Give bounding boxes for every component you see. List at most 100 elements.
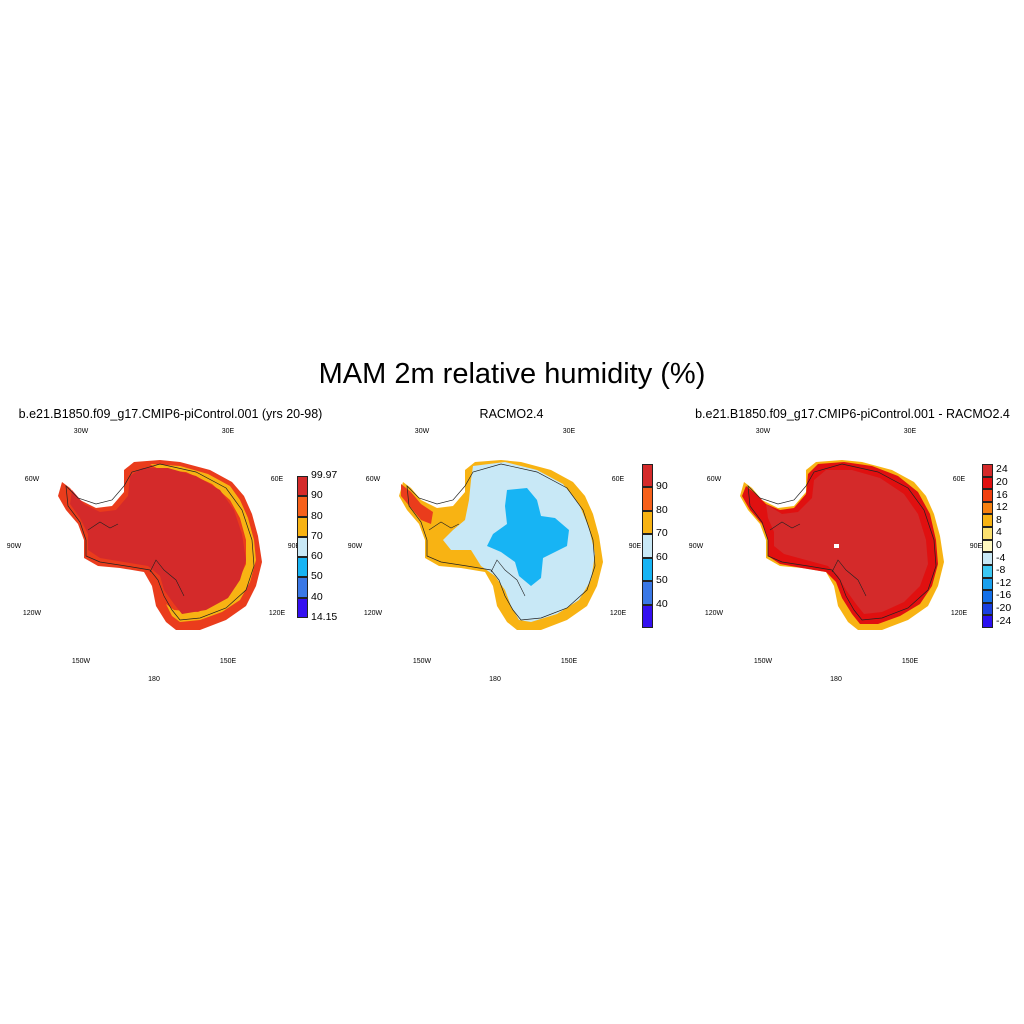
colorbar-segment (982, 577, 993, 591)
colorbar-segment (982, 514, 993, 528)
lon-label-30w: 30W (414, 428, 430, 435)
lon-label-30w: 30W (73, 428, 89, 435)
colorbar-segment (297, 516, 308, 537)
colorbar-label: 16 (996, 488, 1008, 501)
ice-sheet-interior (766, 470, 928, 614)
ice-shelf-line (87, 521, 185, 597)
lon-label-150e: 150E (901, 658, 919, 665)
lon-label-90w: 90W (347, 543, 363, 550)
interior-cyan (487, 488, 569, 586)
colorbar-label: 70 (311, 529, 323, 542)
colorbar-segment (297, 577, 308, 598)
colorbar-label: -16 (996, 589, 1012, 602)
lon-label-120w: 120W (363, 610, 383, 617)
lon-label-150w: 150W (71, 658, 91, 665)
colorbar-label: 60 (656, 550, 668, 563)
figure-title: MAM 2m relative humidity (%) (318, 358, 706, 390)
colorbar-label: 80 (311, 509, 323, 522)
lon-label-120w: 120W (22, 610, 42, 617)
coastline (65, 463, 255, 621)
colorbar-label: 8 (996, 513, 1002, 526)
panel-racmo: RACMO2.4 30W 30E 60W 60E 90W 90E 120W 12… (341, 400, 682, 700)
colorbar-segment (642, 604, 653, 628)
panel-title: RACMO2.4 (479, 407, 544, 421)
colorbar-segment (982, 489, 993, 502)
lon-label-60w: 60W (365, 476, 381, 483)
colorbar-segment (982, 615, 993, 628)
lon-label-60e: 60E (952, 476, 966, 483)
lon-label-30e: 30E (903, 428, 917, 435)
lon-label-60e: 60E (270, 476, 284, 483)
coastline (406, 463, 596, 621)
colorbar-label: 50 (656, 574, 668, 587)
colorbar-segment (297, 597, 308, 618)
lon-label-180: 180 (830, 676, 842, 683)
colorbar-label: 14.15 (311, 611, 338, 623)
coastline (747, 463, 937, 621)
small-white-cell (834, 544, 839, 548)
colorbar-segment (297, 536, 308, 558)
lon-label-60w: 60W (706, 476, 722, 483)
lon-label-120e: 120E (609, 610, 627, 617)
colorbar-label: -8 (996, 564, 1006, 577)
panel-model: b.e21.B1850.f09_g17.CMIP6-piControl.001 … (0, 400, 341, 700)
colorbar-segment (982, 476, 993, 490)
lon-label-90e: 90E (969, 543, 983, 550)
lon-label-180: 180 (489, 676, 501, 683)
colorbar-segment (982, 564, 993, 578)
ice-shelf-line (769, 521, 867, 597)
colorbar-label: 80 (656, 503, 668, 516)
lon-label-150e: 150E (560, 658, 578, 665)
colorbar-label: -20 (996, 602, 1012, 615)
lon-label-90w: 90W (688, 543, 704, 550)
lon-label-30w: 30W (755, 428, 771, 435)
colorbar-segment (642, 581, 653, 605)
colorbar-label: 0 (996, 539, 1002, 551)
colorbar-label: 24 (996, 463, 1008, 476)
panel-title: b.e21.B1850.f09_g17.CMIP6-piControl.001 … (18, 407, 323, 421)
lon-label-30e: 30E (562, 428, 576, 435)
lon-label-60w: 60W (24, 476, 40, 483)
lon-label-150e: 150E (219, 658, 237, 665)
colorbar-label: 60 (311, 550, 323, 563)
colorbar-segment (642, 534, 653, 558)
colorbar-segment (982, 464, 993, 477)
lon-label-90e: 90E (628, 543, 642, 550)
colorbar-segment (297, 557, 308, 578)
lon-label-120w: 120W (704, 610, 724, 617)
colorbar-label: 4 (996, 526, 1002, 539)
colorbar-segment (642, 510, 653, 535)
colorbar-segment (642, 557, 653, 582)
colorbar: 40 50 60 70 80 90 (642, 464, 682, 628)
antarctica-map (58, 460, 262, 630)
lon-label-120e: 120E (268, 610, 286, 617)
ice-shelf-line (428, 521, 526, 597)
lon-label-150w: 150W (412, 658, 432, 665)
colorbar-segment (982, 539, 993, 553)
lon-label-90e: 90E (287, 543, 301, 550)
lon-label-90w: 90W (6, 543, 22, 550)
lon-label-30e: 30E (221, 428, 235, 435)
antarctica-map (740, 460, 944, 630)
colorbar-segment (297, 476, 308, 497)
colorbar-segment (642, 464, 653, 488)
colorbar-label: 70 (656, 527, 668, 540)
antarctica-map (399, 460, 603, 630)
colorbar-label: -24 (996, 614, 1012, 627)
colorbar-label: 12 (996, 501, 1008, 514)
colorbar-segment (982, 602, 993, 616)
lon-label-60e: 60E (611, 476, 625, 483)
colorbar-segment (982, 501, 993, 515)
lon-label-120e: 120E (950, 610, 968, 617)
colorbar-label: -12 (996, 576, 1012, 589)
colorbar-label: 40 (656, 597, 668, 610)
peninsula-red (401, 484, 433, 524)
colorbar-label: -4 (996, 551, 1006, 564)
colorbar-label: 50 (311, 570, 323, 583)
lon-label-180: 180 (148, 676, 160, 683)
colorbar-label: 90 (311, 489, 323, 502)
colorbar-segment (982, 590, 993, 603)
lon-label-150w: 150W (753, 658, 773, 665)
panel-difference: b.e21.B1850.f09_g17.CMIP6-piControl.001 … (682, 400, 1023, 700)
colorbar-segment (297, 496, 308, 517)
